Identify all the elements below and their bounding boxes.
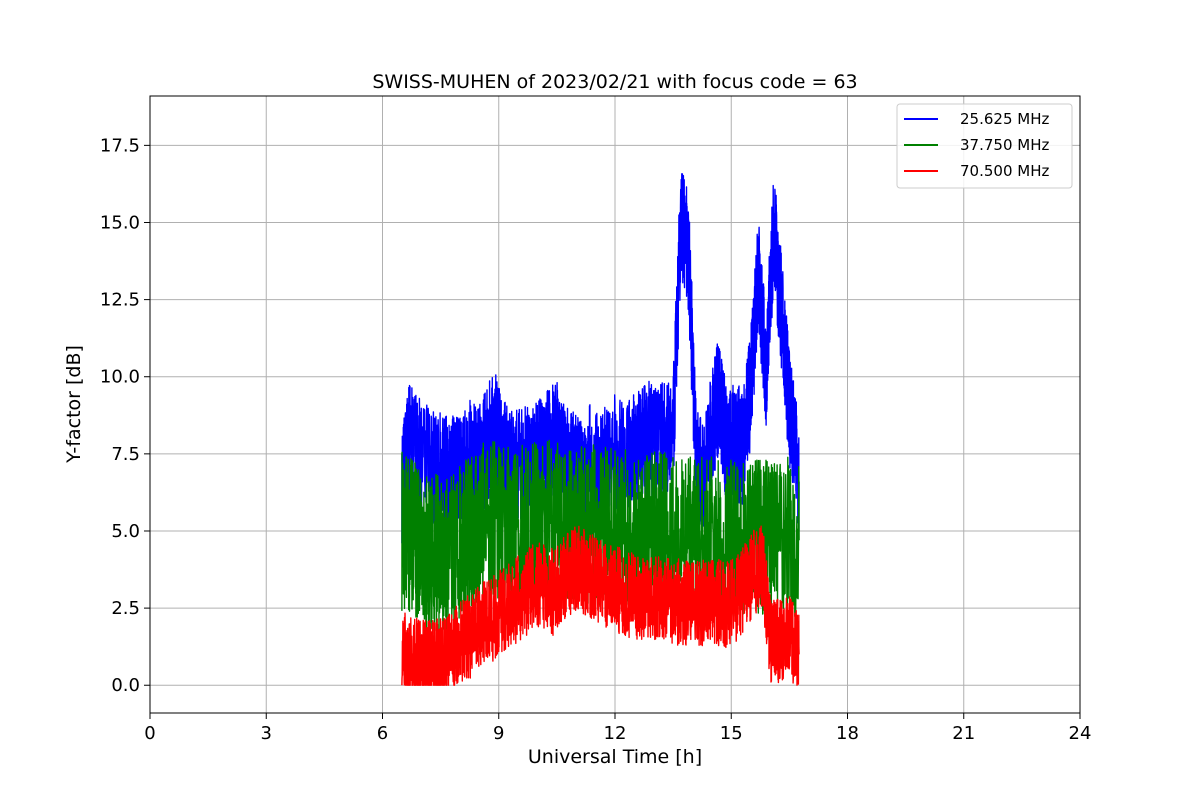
y-tick-label: 10.0 [100, 367, 140, 388]
legend: 25.625 MHz 37.750 MHz 70.500 MHz [896, 103, 1073, 189]
x-tick-label: 24 [1069, 723, 1092, 744]
x-tick-label: 21 [952, 723, 975, 744]
legend-label-3: 70.500 MHz [960, 162, 1049, 180]
x-tick-label: 18 [836, 723, 859, 744]
series-line-2 [401, 439, 800, 633]
legend-label-1: 25.625 MHz [960, 110, 1049, 128]
axis-ticks: 0 3 6 9 12 15 18 21 24 0.0 2.5 5.0 7.5 10.0 12.5 15.0 17… [100, 135, 1092, 744]
x-tick-label: 3 [261, 723, 272, 744]
chart-title: SWISS-MUHEN of 2023/02/21 with focus cod… [372, 71, 857, 93]
y-tick-label: 15.0 [100, 212, 140, 233]
x-tick-label: 9 [493, 723, 504, 744]
x-tick-label: 12 [604, 723, 627, 744]
y-axis-label: Y-factor [dB] [63, 345, 85, 464]
y-tick-label: 12.5 [100, 290, 140, 311]
y-tick-label: 0.0 [111, 675, 140, 696]
series-line-3 [401, 525, 800, 686]
x-axis-label: Universal Time [h] [528, 746, 702, 768]
y-tick-label: 17.5 [100, 135, 140, 156]
x-tick-label: 0 [144, 723, 155, 744]
x-tick-label: 6 [377, 723, 388, 744]
y-tick-label: 5.0 [111, 521, 140, 542]
x-tick-label: 15 [720, 723, 743, 744]
y-tick-label: 7.5 [111, 444, 140, 465]
series-group [401, 173, 800, 686]
legend-box [896, 103, 1073, 189]
legend-label-2: 37.750 MHz [960, 136, 1049, 154]
y-tick-label: 2.5 [111, 598, 140, 619]
